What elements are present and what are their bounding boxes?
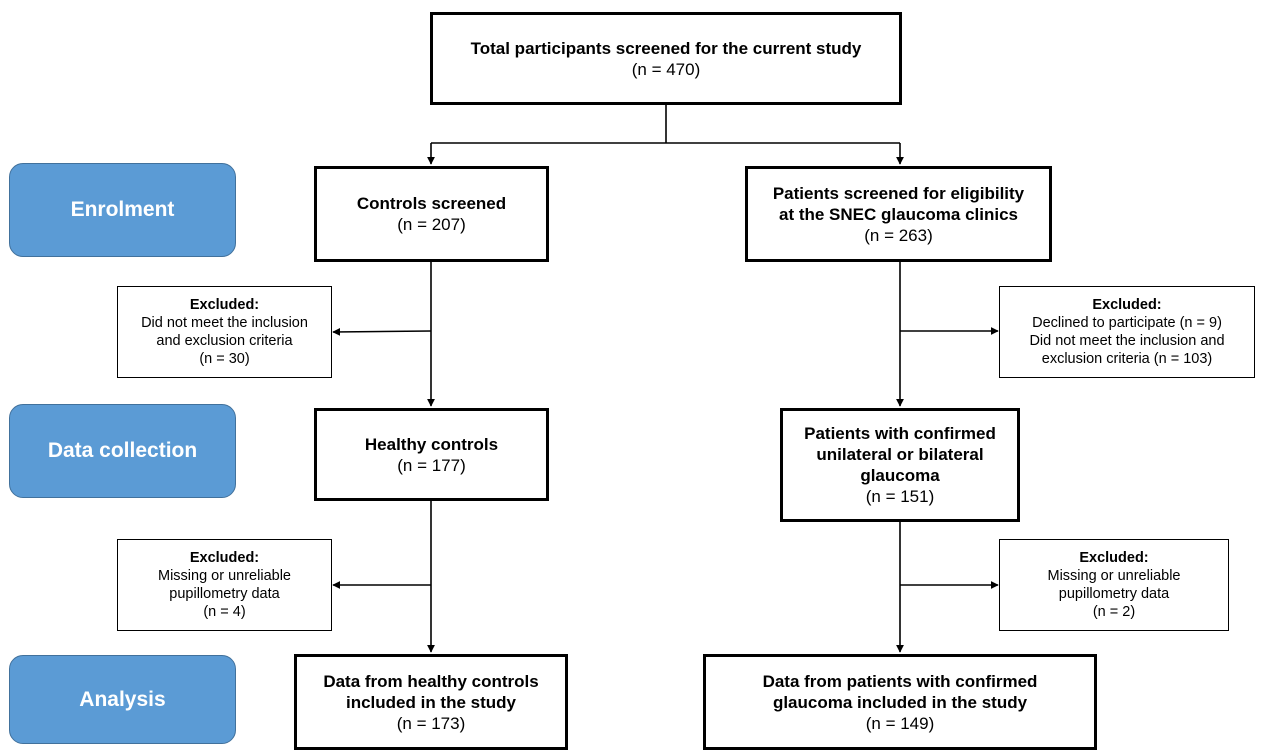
box-healthy-controls: Healthy controls (n = 177) xyxy=(314,408,549,501)
excluded-box-controls-enrolment: Excluded: Did not meet the inclusion and… xyxy=(117,286,332,378)
box-title: Controls screened xyxy=(356,194,507,213)
box-title-line-1: Patients with confirmed xyxy=(804,424,996,443)
phase-analysis-label: Analysis xyxy=(79,687,166,711)
phase-analysis: Analysis xyxy=(9,655,236,744)
phase-data-collection-label: Data collection xyxy=(47,439,198,462)
box-title-line-2: glaucoma included in the study xyxy=(772,692,1028,712)
excluded-title: Excluded: xyxy=(189,297,260,313)
excluded-line-3: exclusion criteria (n = 103) xyxy=(1041,351,1213,367)
excluded-title: Excluded: xyxy=(189,550,260,566)
excluded-line-3: (n = 30) xyxy=(199,351,250,367)
excluded-title: Excluded: xyxy=(1092,297,1162,313)
box-data-patients: Data from patients with confirmed glauco… xyxy=(703,654,1097,750)
excluded-line-2: Did not meet the inclusion and xyxy=(1029,333,1225,349)
excluded-line-2: and exclusion criteria xyxy=(156,333,293,349)
box-title-line-2: included in the study xyxy=(345,692,516,712)
box-count: (n = 207) xyxy=(397,215,466,234)
box-count: (n = 470) xyxy=(631,59,701,79)
box-title-line-2: unilateral or bilateral xyxy=(816,445,984,464)
excluded-line-1: Did not meet the inclusion xyxy=(141,315,308,331)
excluded-box-patients-data: Excluded: Missing or unreliable pupillom… xyxy=(999,539,1229,631)
phase-enrolment: Enrolment xyxy=(9,163,236,257)
box-count: (n = 173) xyxy=(396,713,466,733)
box-title: Total participants screened for the curr… xyxy=(470,38,862,58)
box-title-line-2: at the SNEC glaucoma clinics xyxy=(778,204,1018,224)
excluded-line-1: Declined to participate (n = 9) xyxy=(1032,315,1222,331)
box-title-line-1: Patients screened for eligibility xyxy=(772,183,1025,203)
excluded-box-patients-enrolment: Excluded: Declined to participate (n = 9… xyxy=(999,286,1255,378)
box-count: (n = 263) xyxy=(864,225,933,245)
box-patients-screened: Patients screened for eligibility at the… xyxy=(745,166,1052,262)
excluded-line-1: Missing or unreliable xyxy=(1047,568,1181,584)
excluded-title: Excluded: xyxy=(1079,550,1149,566)
phase-enrolment-label: Enrolment xyxy=(70,198,175,221)
box-title: Healthy controls xyxy=(364,434,499,454)
arrow-to-excluded-controls-1 xyxy=(332,327,432,336)
excluded-line-3: (n = 2) xyxy=(1092,604,1136,620)
excluded-box-controls-data: Excluded: Missing or unreliable pupillom… xyxy=(117,539,332,631)
excluded-line-1: Missing or unreliable xyxy=(158,568,291,584)
box-title-line-3: glaucoma xyxy=(860,466,940,485)
box-count: (n = 149) xyxy=(865,713,935,733)
box-title-line-1: Data from healthy controls xyxy=(323,671,539,691)
box-patients-confirmed: Patients with confirmed unilateral or bi… xyxy=(780,408,1020,522)
excluded-line-3: (n = 4) xyxy=(203,604,246,620)
excluded-line-2: pupillometry data xyxy=(169,586,280,602)
excluded-line-2: pupillometry data xyxy=(1058,586,1170,602)
box-data-controls: Data from healthy controls included in t… xyxy=(294,654,568,750)
box-count: (n = 151) xyxy=(865,487,935,506)
box-controls-screened: Controls screened (n = 207) xyxy=(314,166,549,262)
phase-data-collection: Data collection xyxy=(9,404,236,498)
box-title-line-1: Data from patients with confirmed xyxy=(762,671,1038,691)
box-count: (n = 177) xyxy=(397,455,466,475)
box-total-screened: Total participants screened for the curr… xyxy=(430,12,902,105)
